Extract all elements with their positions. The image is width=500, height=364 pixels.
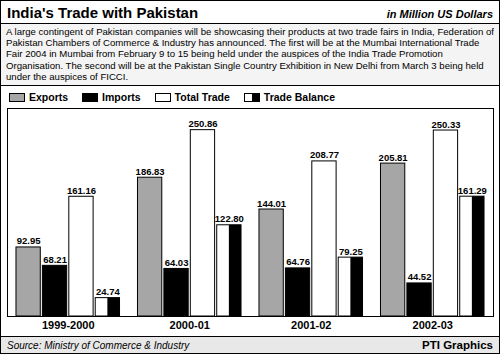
svg-text:2002-03: 2002-03 (413, 319, 453, 331)
svg-text:161.29: 161.29 (458, 185, 487, 196)
svg-text:208.77: 208.77 (310, 149, 339, 160)
svg-text:68.21: 68.21 (43, 254, 67, 265)
svg-text:250.33: 250.33 (431, 119, 460, 130)
svg-text:64.76: 64.76 (286, 256, 310, 267)
svg-text:186.83: 186.83 (136, 166, 165, 177)
svg-text:1999-2000: 1999-2000 (42, 319, 95, 331)
html-text:A large contingent of Pakistan: A large contingent of Pakistan companies… (6, 26, 494, 82)
svg-text:250.86: 250.86 (188, 118, 217, 129)
html-text:Imports: Imports (102, 91, 141, 103)
html-text:Source: Ministry of Commerce &: Source: Ministry of Commerce & Industry (7, 339, 190, 351)
html-text:Total Trade: Total Trade (174, 91, 230, 103)
svg-text:144.01: 144.01 (257, 198, 287, 209)
svg-text:92.95: 92.95 (17, 235, 41, 246)
svg-text:79.25: 79.25 (339, 246, 363, 257)
svg-text:64.03: 64.03 (165, 257, 189, 268)
html-text:PTI Graphics: PTI Graphics (422, 339, 493, 351)
svg-text:205.81: 205.81 (379, 152, 409, 163)
svg-text:44.52: 44.52 (408, 271, 432, 282)
html-text:India's Trade with Pakistan: India's Trade with Pakistan (7, 4, 199, 21)
html-text:Exports: Exports (29, 91, 69, 103)
svg-text:24.74: 24.74 (96, 286, 120, 297)
svg-text:122.80: 122.80 (215, 213, 244, 224)
html-text:in Million US Dollars: in Million US Dollars (386, 8, 493, 20)
svg-text:161.16: 161.16 (67, 185, 96, 196)
svg-text:2000-01: 2000-01 (170, 319, 210, 331)
html-text:Trade Balance: Trade Balance (263, 91, 335, 103)
svg-text:2001-02: 2001-02 (291, 319, 331, 331)
